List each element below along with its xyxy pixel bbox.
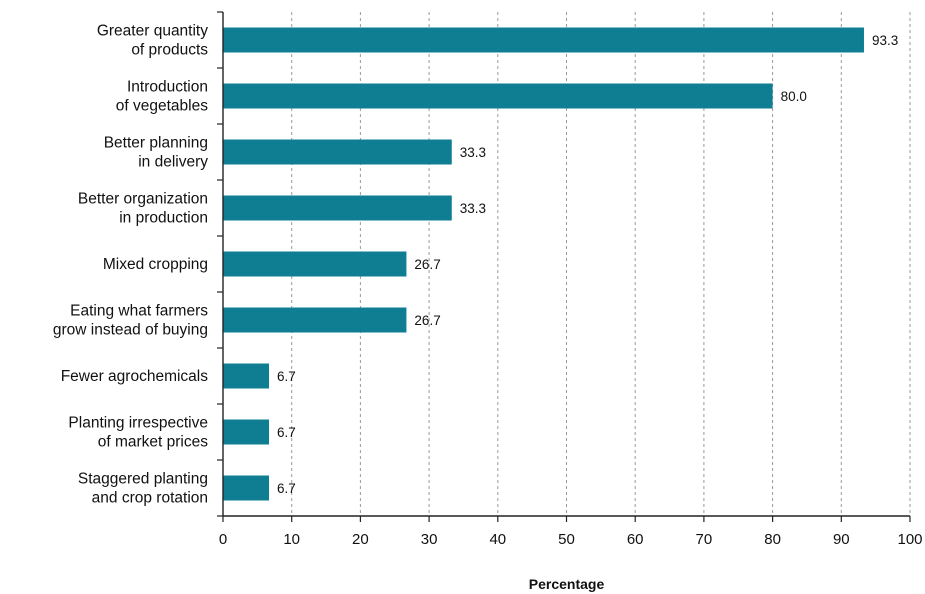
x-tick-label: 20 [352, 531, 369, 548]
x-tick-label: 100 [897, 531, 922, 548]
bar-value-label: 6.7 [277, 369, 296, 384]
bar-value-label: 26.7 [414, 257, 440, 272]
bar [223, 195, 452, 221]
bar-value-label: 93.3 [872, 33, 898, 48]
bar [223, 419, 270, 445]
category-label: Better organization [78, 191, 208, 208]
bar-value-label: 80.0 [781, 89, 807, 104]
bar-value-label: 33.3 [460, 201, 486, 216]
bar-value-label: 26.7 [414, 313, 440, 328]
bar [223, 363, 270, 389]
category-label: Better planning [104, 135, 208, 152]
category-label: Fewer agrochemicals [61, 368, 209, 385]
category-label: of vegetables [116, 98, 208, 115]
x-tick-label: 70 [696, 531, 713, 548]
x-tick-label: 90 [833, 531, 850, 548]
bar [223, 27, 864, 53]
bar [223, 139, 452, 165]
x-tick-label: 10 [283, 531, 300, 548]
x-tick-label: 50 [558, 531, 575, 548]
x-tick-label: 60 [627, 531, 644, 548]
bar-value-label: 6.7 [277, 481, 296, 496]
bar-value-label: 6.7 [277, 425, 296, 440]
category-label: in delivery [138, 154, 208, 171]
axes [217, 11, 911, 522]
bar [223, 307, 407, 333]
bar [223, 251, 407, 277]
category-label: and crop rotation [92, 490, 208, 507]
x-tick-label: 40 [489, 531, 506, 548]
x-axis-title: Percentage [529, 576, 605, 592]
bars [223, 27, 864, 501]
bar [223, 475, 270, 501]
category-label: in production [119, 210, 208, 227]
category-label: of products [131, 42, 208, 59]
bar [223, 83, 773, 109]
x-tick-label: 80 [764, 531, 781, 548]
category-label: Mixed cropping [103, 256, 208, 273]
category-label: Introduction [127, 79, 208, 96]
x-tick-label: 30 [421, 531, 438, 548]
category-label: Planting irrespective [68, 415, 208, 432]
labels: 93.3 Greater quantity of products 80.0 Intro… [53, 23, 923, 593]
category-label: grow instead of buying [53, 322, 208, 339]
category-label: of market prices [98, 434, 209, 451]
category-label: Greater quantity [97, 23, 208, 40]
bar-value-label: 33.3 [460, 145, 486, 160]
x-tick-label: 0 [219, 531, 227, 548]
category-label: Staggered planting [78, 471, 208, 488]
category-label: Eating what farmers [70, 303, 208, 320]
